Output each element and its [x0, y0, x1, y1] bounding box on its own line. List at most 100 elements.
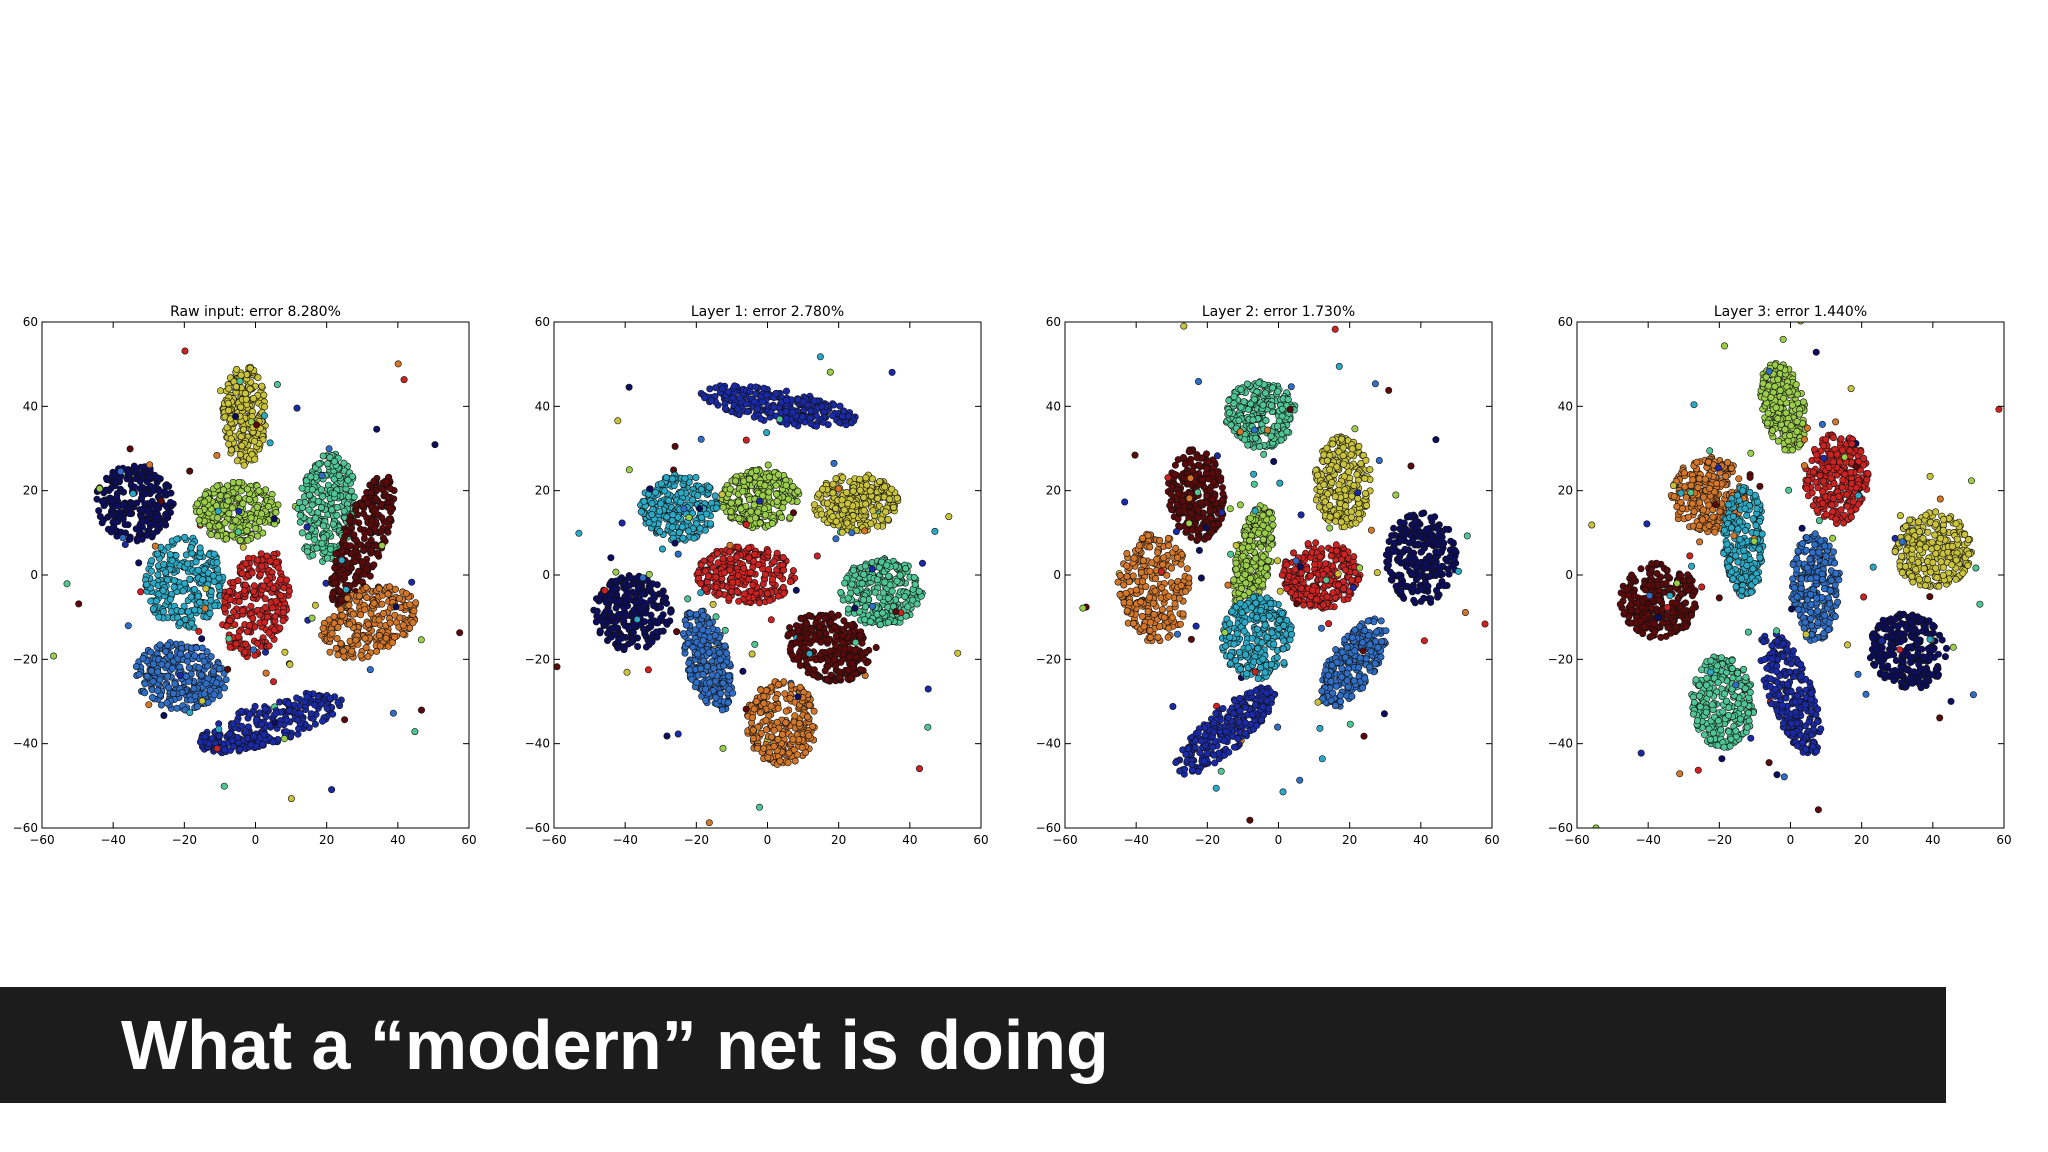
data-point — [270, 515, 278, 523]
data-point — [160, 711, 168, 719]
data-point — [911, 580, 919, 588]
data-point — [746, 388, 754, 396]
data-point — [361, 634, 369, 642]
data-point — [363, 593, 371, 601]
data-point — [756, 519, 764, 527]
data-point — [696, 505, 704, 513]
data-point — [751, 550, 759, 558]
data-point — [226, 617, 234, 625]
data-point — [104, 525, 112, 533]
data-point — [260, 731, 268, 739]
data-point — [148, 557, 156, 565]
data-point — [335, 472, 343, 480]
data-point — [884, 594, 892, 602]
data-point — [241, 648, 249, 656]
data-point — [162, 568, 170, 576]
data-point — [391, 585, 399, 593]
data-point — [721, 626, 729, 634]
data-point — [346, 542, 354, 550]
data-point — [686, 609, 694, 617]
data-point — [382, 478, 390, 486]
data-point — [720, 569, 728, 577]
data-point — [744, 408, 752, 416]
y-tick-label: 0 — [30, 568, 38, 582]
data-point — [249, 646, 257, 654]
data-point — [807, 407, 815, 415]
data-point — [679, 534, 687, 542]
data-point — [860, 494, 868, 502]
data-point — [119, 534, 127, 542]
data-point — [149, 678, 157, 686]
data-point — [303, 548, 311, 556]
data-point — [337, 639, 345, 647]
data-point — [697, 589, 705, 597]
data-point — [904, 603, 912, 611]
data-point — [669, 511, 677, 519]
data-point — [160, 560, 168, 568]
data-point — [225, 385, 233, 393]
data-point — [629, 628, 637, 636]
data-point — [790, 420, 798, 428]
data-point — [198, 635, 206, 643]
data-point — [379, 609, 387, 617]
data-point — [168, 557, 176, 565]
data-point — [612, 604, 620, 612]
data-point — [757, 415, 765, 423]
data-point — [360, 546, 368, 554]
data-point — [219, 486, 227, 494]
data-point — [272, 508, 280, 516]
data-point — [145, 701, 153, 709]
data-point — [167, 489, 175, 497]
data-point — [232, 413, 240, 421]
data-point — [646, 584, 654, 592]
data-point — [143, 672, 151, 680]
data-point — [217, 387, 225, 395]
data-point — [338, 547, 346, 555]
data-point — [656, 507, 664, 515]
data-point — [236, 377, 244, 385]
data-point — [265, 642, 273, 650]
data-point — [625, 623, 633, 631]
data-point — [225, 587, 233, 595]
data-point — [607, 554, 615, 562]
data-point — [707, 520, 715, 528]
data-point — [323, 704, 331, 712]
data-point — [882, 508, 890, 516]
data-point — [323, 460, 331, 468]
data-point — [799, 398, 807, 406]
data-point — [840, 506, 848, 514]
data-point — [747, 508, 755, 516]
data-point — [135, 559, 143, 567]
data-point — [203, 648, 211, 656]
data-point — [657, 500, 665, 508]
data-point — [107, 511, 115, 519]
data-point — [154, 474, 162, 482]
data-point — [657, 614, 665, 622]
data-point — [184, 560, 192, 568]
data-point — [702, 685, 710, 693]
data-point — [626, 590, 634, 598]
data-point — [361, 529, 369, 537]
data-point — [357, 651, 365, 659]
data-point — [121, 541, 129, 549]
data-point — [187, 544, 195, 552]
data-point — [671, 539, 679, 547]
data-point — [750, 557, 758, 565]
data-point — [214, 532, 222, 540]
data-point — [633, 615, 641, 623]
data-point — [727, 499, 735, 507]
data-point — [386, 504, 394, 512]
data-point — [243, 485, 251, 493]
data-point — [645, 570, 653, 578]
x-tick-label: 60 — [461, 833, 476, 847]
data-point — [334, 698, 342, 706]
data-point — [879, 589, 887, 597]
data-point — [699, 637, 707, 645]
data-point — [901, 593, 909, 601]
data-point — [262, 669, 270, 677]
data-point — [210, 691, 218, 699]
data-point — [378, 528, 386, 536]
data-point — [153, 513, 161, 521]
data-point — [149, 660, 157, 668]
data-point — [345, 517, 353, 525]
